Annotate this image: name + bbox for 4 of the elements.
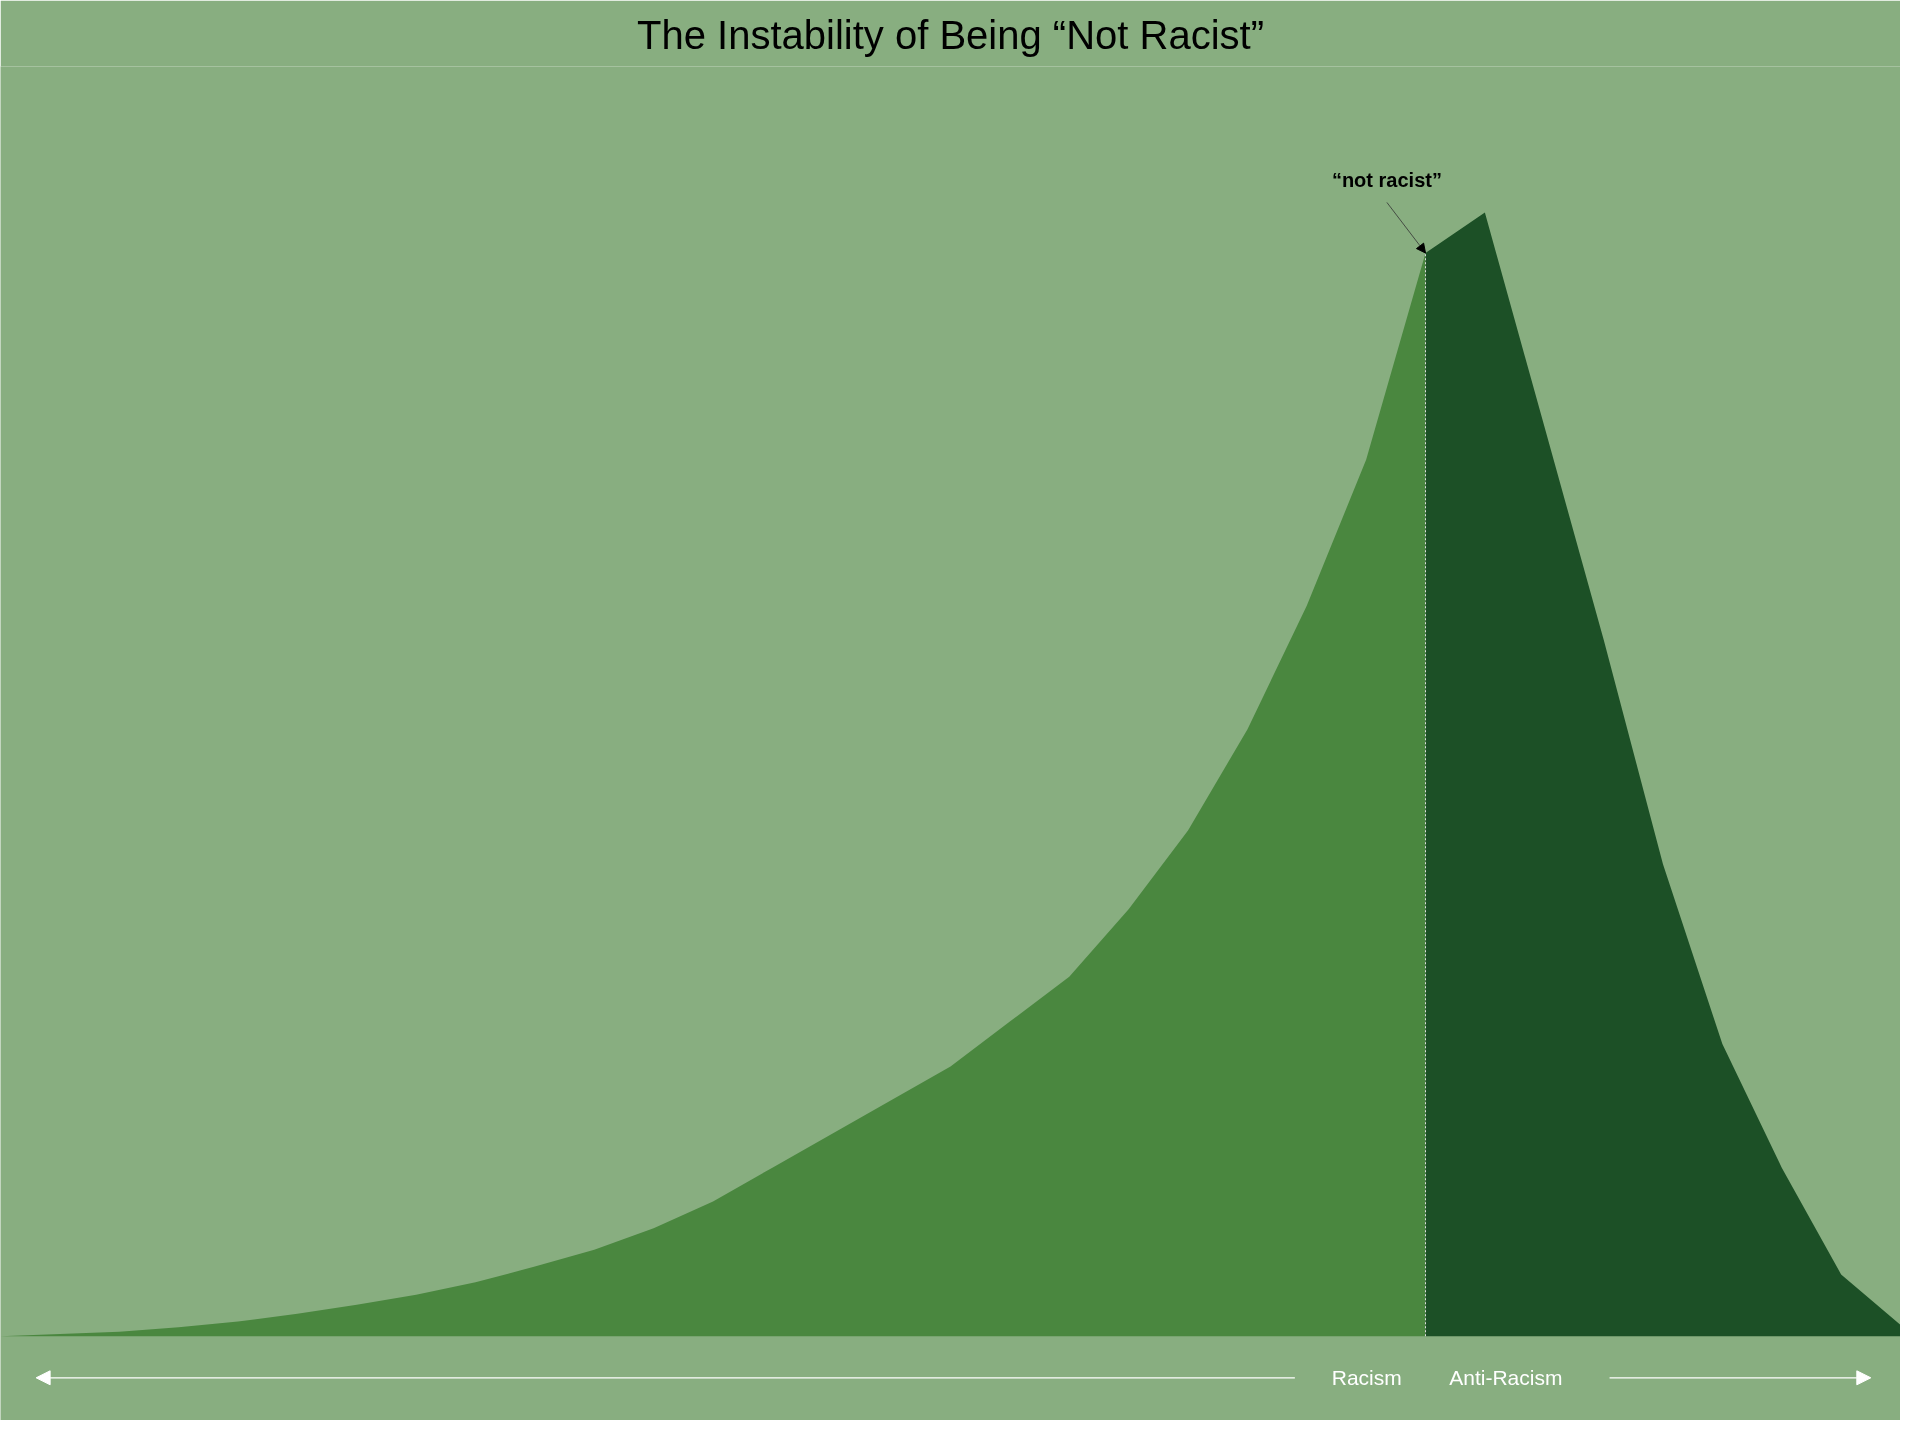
series-label: Racism <box>1331 1366 1402 1390</box>
chart-title: The Instability of Being “Not Racist” <box>637 12 1264 57</box>
series-label: Anti-Racism <box>1449 1366 1563 1390</box>
text: “not racist” <box>1331 169 1442 192</box>
